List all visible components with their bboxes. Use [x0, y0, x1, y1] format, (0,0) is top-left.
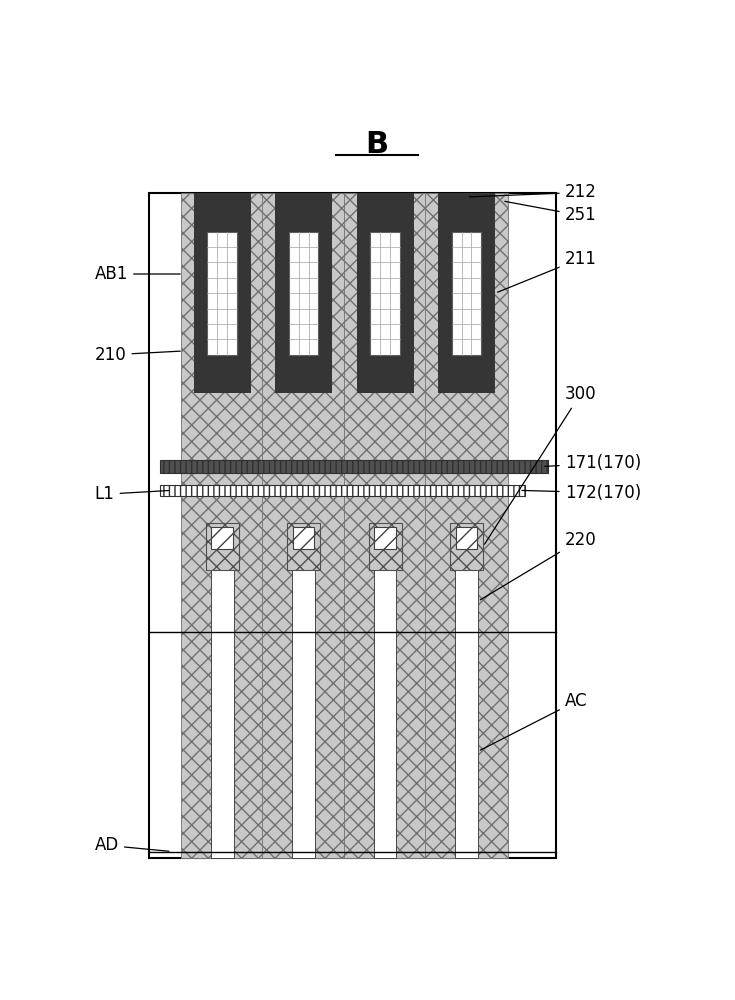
- Bar: [207, 232, 237, 355]
- Bar: [193, 193, 251, 393]
- Text: 210: 210: [95, 346, 180, 364]
- Bar: [373, 570, 396, 858]
- Bar: [426, 193, 508, 858]
- Text: AC: AC: [481, 692, 587, 750]
- Bar: [160, 460, 548, 473]
- Bar: [211, 570, 234, 858]
- Bar: [181, 193, 263, 858]
- Text: AB1: AB1: [95, 265, 180, 283]
- Bar: [452, 232, 481, 355]
- Bar: [287, 523, 320, 570]
- Bar: [148, 193, 556, 858]
- Bar: [368, 523, 401, 570]
- Text: 251: 251: [505, 201, 596, 224]
- Bar: [293, 527, 315, 549]
- Text: L1: L1: [95, 485, 169, 503]
- Bar: [344, 193, 426, 858]
- Bar: [438, 193, 495, 393]
- Bar: [160, 485, 525, 496]
- Bar: [293, 570, 315, 858]
- Bar: [262, 193, 345, 858]
- Text: 212: 212: [469, 183, 597, 201]
- Text: 211: 211: [498, 250, 597, 292]
- Bar: [370, 232, 400, 355]
- Bar: [289, 232, 318, 355]
- Bar: [356, 193, 414, 393]
- Bar: [206, 523, 239, 570]
- Text: 171(170): 171(170): [545, 454, 641, 472]
- Bar: [212, 527, 233, 549]
- Text: AD: AD: [95, 836, 169, 854]
- Text: 220: 220: [480, 531, 596, 600]
- Bar: [456, 527, 477, 549]
- Bar: [455, 570, 478, 858]
- Bar: [450, 523, 483, 570]
- Text: 300: 300: [484, 385, 596, 544]
- Text: 172(170): 172(170): [522, 484, 641, 502]
- Bar: [275, 193, 332, 393]
- Text: B: B: [365, 130, 388, 159]
- Bar: [374, 527, 396, 549]
